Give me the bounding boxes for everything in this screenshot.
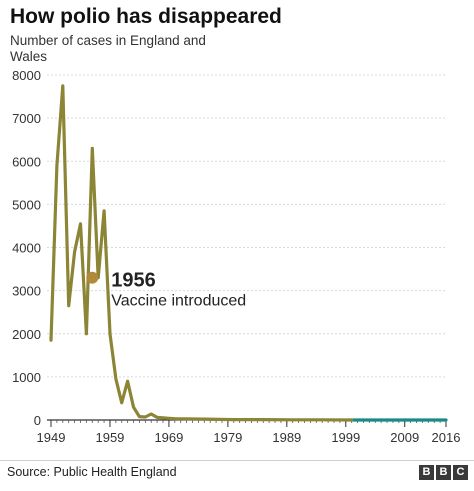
y-tick-label: 3000 xyxy=(12,284,41,299)
source-note: Source: Public Health England xyxy=(7,465,177,479)
footer-divider xyxy=(0,460,474,461)
x-tick-label: 1989 xyxy=(272,430,301,445)
annotation-marker xyxy=(86,271,99,284)
x-tick-label: 2016 xyxy=(432,430,461,445)
y-tick-label: 8000 xyxy=(12,68,41,83)
bbc-logo: B B C xyxy=(419,465,468,480)
logo-letter: C xyxy=(453,465,468,480)
logo-letter: B xyxy=(419,465,434,480)
x-tick-label: 1949 xyxy=(37,430,66,445)
y-tick-label: 2000 xyxy=(12,327,41,342)
gridlines xyxy=(47,74,446,378)
y-tick-label: 0 xyxy=(34,413,41,428)
annotation-text: Vaccine introduced xyxy=(111,293,246,310)
x-tick-label: 1969 xyxy=(154,430,183,445)
x-tick-label: 1959 xyxy=(95,430,124,445)
annotation-year: 1956 xyxy=(111,270,155,292)
chart-subtitle: Number of cases in England and Wales xyxy=(10,33,206,64)
series-line xyxy=(49,84,354,422)
x-tick-label: 1999 xyxy=(331,430,360,445)
y-tick-label: 5000 xyxy=(12,197,41,212)
y-tick-label: 4000 xyxy=(12,241,41,256)
x-axis: 1949 1959 1969 1979 1989 1999 2009 2016 xyxy=(37,419,461,445)
y-tick-label: 7000 xyxy=(12,111,41,126)
series-lines xyxy=(49,84,448,422)
x-tick-label: 2009 xyxy=(390,430,419,445)
logo-letter: B xyxy=(436,465,451,480)
y-tick-label: 1000 xyxy=(12,370,41,385)
x-tick-label: 1979 xyxy=(213,430,242,445)
y-axis-tick-labels: 0 1000 2000 3000 4000 5000 6000 7000 8000 xyxy=(12,68,41,428)
chart-title: How polio has disappeared xyxy=(10,5,282,28)
y-tick-label: 6000 xyxy=(12,154,41,169)
